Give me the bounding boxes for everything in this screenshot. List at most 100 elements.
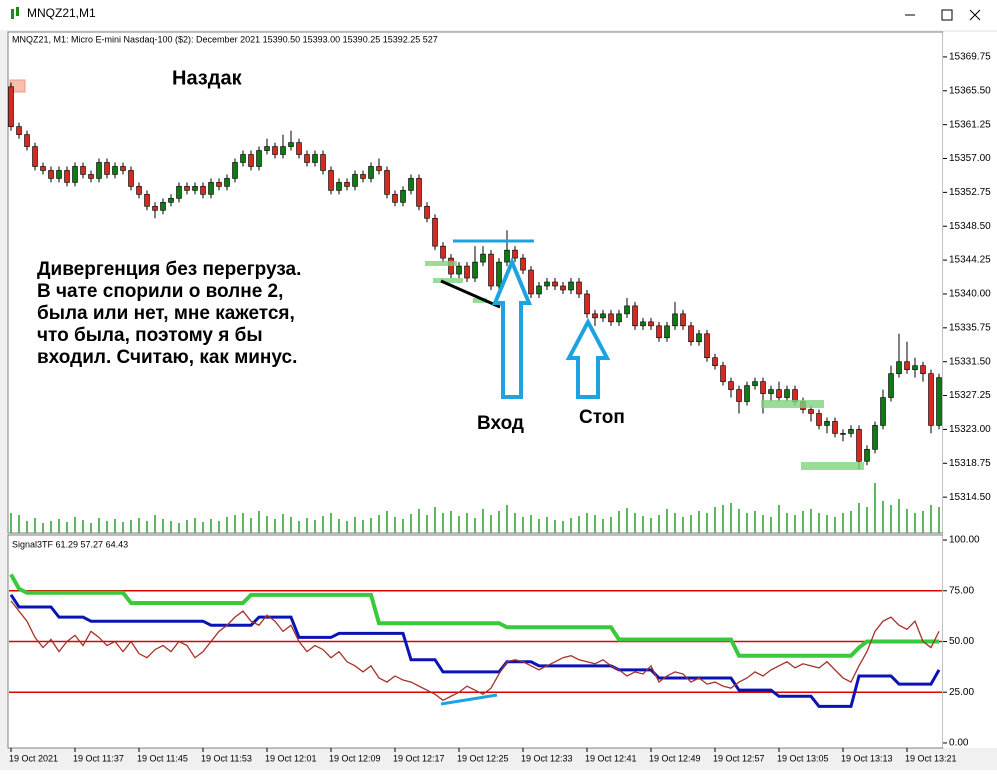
y-tick-label: 25.00	[949, 687, 974, 698]
candle-body	[40, 166, 46, 171]
candle-body	[640, 321, 646, 327]
candle-body	[856, 429, 862, 462]
candle-body	[920, 365, 926, 374]
x-tick-label: 19 Oct 12:57	[713, 753, 765, 763]
y-tick-label: 100.00	[949, 535, 980, 546]
x-tick-label: 19 Oct 12:09	[329, 753, 381, 763]
stop-label: Стоп	[579, 407, 625, 428]
x-tick-label: 19 Oct 12:17	[393, 753, 445, 763]
y-tick-label: 15352.75	[949, 187, 991, 198]
maximize-button[interactable]	[941, 9, 953, 21]
candle-body	[96, 162, 102, 179]
candle-body	[216, 182, 222, 187]
y-tick-label: 15340.00	[949, 289, 991, 300]
y-tick-label: 15348.50	[949, 221, 991, 232]
candle-body	[72, 166, 78, 183]
close-button[interactable]	[969, 9, 981, 21]
candle-body	[760, 381, 766, 394]
candle-body	[184, 186, 190, 191]
candle-body	[360, 174, 366, 179]
candle-body	[368, 166, 374, 179]
y-tick-label: 15331.50	[949, 356, 991, 367]
title-bar	[0, 0, 997, 30]
candle-body	[416, 178, 422, 207]
candle-body	[112, 166, 118, 175]
y-tick-label: 50.00	[949, 636, 974, 647]
candle-body	[696, 333, 702, 343]
x-tick-label: 19 Oct 11:37	[73, 753, 124, 763]
candle-body	[720, 365, 726, 382]
candle-body	[552, 281, 558, 287]
candle-body	[8, 86, 14, 127]
y-tick-label: 15335.75	[949, 322, 991, 333]
candle-body	[504, 249, 510, 263]
candle-body	[616, 313, 622, 323]
candle-body	[88, 174, 94, 179]
candle-body	[432, 217, 438, 247]
candle-body	[872, 425, 878, 450]
candle-body	[456, 265, 462, 275]
candle-body	[400, 190, 406, 203]
candle-body	[104, 162, 110, 175]
candle-body	[328, 170, 334, 191]
candle-body	[304, 154, 310, 163]
comment-line: В чате спорили о волне 2,	[37, 281, 283, 302]
y-tick-label: 75.00	[949, 585, 974, 596]
candle-body	[296, 142, 302, 155]
candle-body	[280, 146, 286, 155]
candle-body	[592, 313, 598, 319]
window-title: MNQZ21,M1	[27, 6, 96, 20]
x-tick-label: 19 Oct 11:45	[137, 753, 188, 763]
candle-body	[496, 261, 502, 287]
candle-body	[688, 325, 694, 343]
candle-body	[576, 281, 582, 295]
candle-body	[896, 361, 902, 374]
candle-body	[128, 170, 134, 187]
candle-body	[560, 285, 566, 291]
candle-body	[120, 166, 126, 171]
comment-line: была или нет, мне кажется,	[37, 303, 295, 324]
candle-body	[176, 186, 182, 199]
y-tick-label: 15318.75	[949, 458, 991, 469]
candle-body	[624, 305, 630, 315]
candle-body	[536, 285, 542, 295]
candle-body	[792, 389, 798, 402]
candle-body	[136, 186, 142, 195]
candle-body	[512, 249, 518, 259]
candle-body	[600, 313, 606, 319]
candle-body	[264, 146, 270, 151]
candle-body	[208, 182, 214, 195]
candle-body	[448, 257, 454, 275]
candle-body	[168, 198, 174, 203]
candle-body	[936, 377, 942, 426]
candle-body	[152, 206, 158, 211]
candle-body	[160, 202, 166, 211]
candle-body	[288, 142, 294, 147]
candle-body	[544, 281, 550, 287]
candle-body	[408, 178, 414, 191]
y-tick-label: 15327.25	[949, 390, 991, 401]
candle-body	[352, 174, 358, 187]
candle-body	[224, 178, 230, 187]
y-tick-label: 15361.25	[949, 119, 991, 130]
candle-body	[384, 170, 390, 195]
annotation-heading: Наздак	[172, 67, 243, 89]
candle-body	[776, 389, 782, 398]
x-tick-label: 19 Oct 11:53	[201, 753, 252, 763]
y-tick-label: 15365.50	[949, 85, 991, 96]
entry-label: Вход	[477, 413, 524, 434]
x-tick-label: 19 Oct 12:33	[521, 753, 573, 763]
candle-body	[80, 166, 86, 175]
candle-body	[56, 170, 62, 179]
candle-body	[256, 150, 262, 167]
candle-body	[392, 194, 398, 203]
candle-body	[200, 186, 206, 195]
plot: 15369.75 15365.50 15361.25 15357.00 15352.75…	[8, 52, 991, 763]
x-tick-label: 19 Oct 13:05	[777, 753, 829, 763]
candle-body	[440, 245, 446, 259]
x-tick-label: 19 Oct 2021	[9, 753, 58, 763]
candle-body	[656, 325, 662, 339]
candle-body	[880, 397, 886, 426]
